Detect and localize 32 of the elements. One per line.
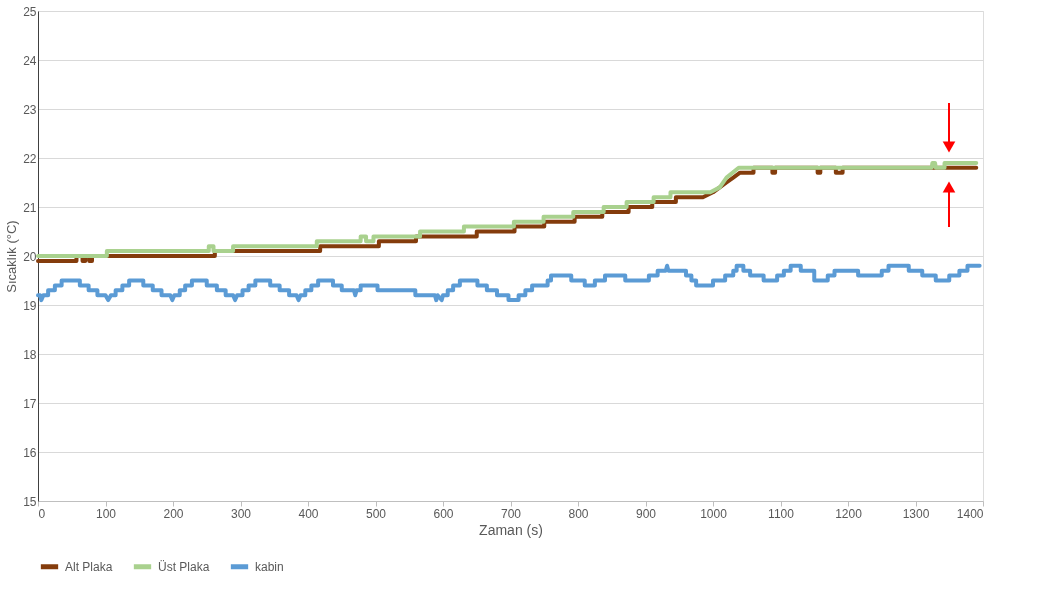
x-tick-label: 0 — [38, 506, 46, 521]
x-tick-label: 300 — [230, 506, 252, 521]
y-axis-title: Sıcaklık (°C) — [4, 220, 20, 293]
y-tick-label: 19 — [23, 298, 37, 313]
y-tick-label: 24 — [23, 53, 37, 68]
y-tick-label: 22 — [23, 151, 37, 166]
y-tick-label: 17 — [23, 396, 37, 411]
x-tick-label: 1000 — [700, 506, 728, 521]
x-tick-label: 500 — [365, 506, 387, 521]
x-tick-label: 800 — [568, 506, 589, 521]
y-tick-label: 25 — [23, 4, 37, 19]
y-tick-label: 16 — [23, 445, 37, 460]
x-tick-label: 400 — [298, 506, 319, 521]
x-tick-label: 1300 — [902, 506, 930, 521]
x-tick-label: 100 — [95, 506, 117, 521]
y-tick-label: 23 — [23, 102, 37, 117]
x-tick-label: 200 — [163, 506, 184, 521]
x-tick-label: 900 — [635, 506, 657, 521]
legend-label: Üst Plaka — [158, 559, 210, 574]
x-tick-label: 600 — [433, 506, 454, 521]
y-tick-label: 20 — [23, 249, 37, 264]
x-axis-title: Zaman (s) — [479, 521, 543, 538]
y-tick-label: 21 — [23, 200, 37, 215]
legend-label: kabin — [255, 559, 284, 574]
y-tick-label: 15 — [23, 494, 37, 509]
x-tick-label: 1100 — [768, 506, 795, 521]
x-tick-label: 1400 — [956, 506, 984, 521]
x-tick-label: 700 — [500, 506, 522, 521]
legend-label: Alt Plaka — [65, 559, 113, 574]
y-tick-label: 18 — [23, 347, 37, 362]
x-tick-label: 1200 — [835, 506, 863, 521]
line-series — [36, 263, 982, 303]
